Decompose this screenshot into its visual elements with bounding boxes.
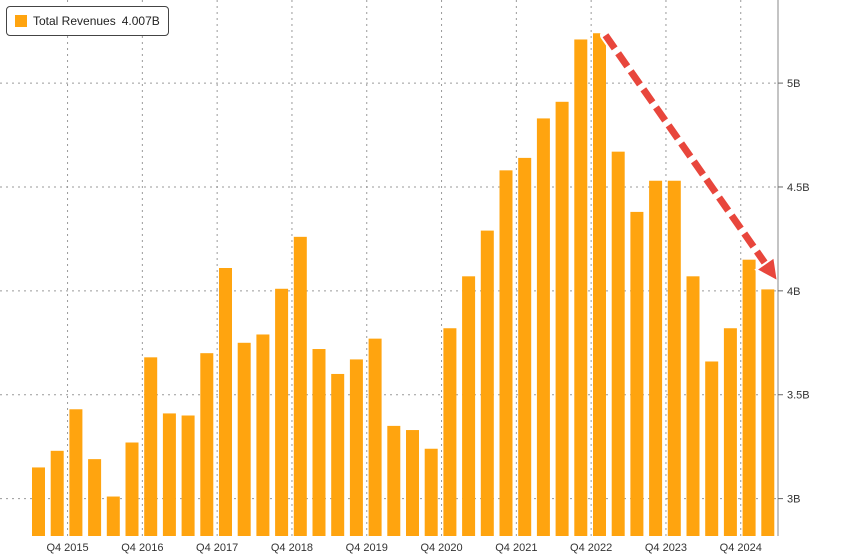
bar [555, 101, 569, 536]
bar [686, 276, 700, 536]
bar [443, 328, 457, 536]
bar [630, 211, 644, 536]
bar [499, 170, 513, 537]
y-tick-label: 4.5B [787, 182, 810, 194]
bar [88, 459, 102, 536]
bar [406, 430, 419, 536]
bars [32, 33, 775, 537]
bar [611, 151, 625, 536]
bar [723, 328, 737, 536]
bar [574, 39, 588, 536]
legend-value: 4.007B [121, 14, 160, 28]
bar [649, 180, 663, 536]
bar [518, 157, 532, 536]
bar [237, 342, 251, 536]
bar [106, 496, 120, 536]
bar [69, 409, 83, 536]
x-tick-label: Q4 2015 [46, 542, 88, 554]
y-tick-label: 3.5B [787, 390, 810, 402]
bar [349, 359, 363, 536]
legend-label: Total Revenues [33, 14, 116, 28]
bar [480, 230, 494, 536]
x-tick-label: Q4 2016 [121, 542, 163, 554]
bar [144, 357, 158, 536]
bar [162, 413, 176, 536]
bar [331, 373, 345, 536]
y-axis-ticks: 3B 3.5B 4B 4.5B 5B [778, 78, 810, 506]
x-tick-label: Q4 2023 [645, 542, 687, 554]
bar [536, 118, 550, 536]
bar [256, 334, 270, 536]
legend-swatch [15, 15, 27, 27]
bar [275, 288, 289, 536]
x-tick-label: Q4 2018 [271, 542, 313, 554]
bar [368, 338, 382, 536]
x-tick-label: Q4 2021 [495, 542, 537, 554]
x-axis-ticks: Q4 2015 Q4 2016 Q4 2017 Q4 2018 Q4 2019 Q4 20… [46, 542, 761, 554]
x-tick-label: Q4 2019 [346, 542, 388, 554]
x-tick-label: Q4 2020 [420, 542, 462, 554]
bar [667, 180, 681, 536]
bar [125, 442, 139, 536]
bar [462, 276, 476, 536]
bar [219, 268, 232, 536]
arrow-shaft [602, 33, 769, 266]
bar [742, 259, 756, 536]
bar [312, 349, 326, 536]
y-tick-label: 3B [787, 494, 800, 506]
bar [387, 425, 401, 536]
bar [761, 289, 775, 536]
bar [200, 353, 214, 536]
gridlines [0, 0, 778, 536]
x-tick-label: Q4 2022 [570, 542, 612, 554]
arrow-head [754, 255, 780, 284]
y-tick-label: 4B [787, 286, 800, 298]
x-tick-label: Q4 2024 [720, 542, 762, 554]
y-tick-label: 5B [787, 78, 800, 90]
bar [293, 236, 307, 536]
bar [50, 450, 64, 536]
bar [593, 33, 606, 537]
bar [424, 448, 438, 536]
legend: Total Revenues 4.007B [6, 6, 169, 36]
bar [181, 415, 195, 536]
x-tick-label: Q4 2017 [196, 542, 238, 554]
trend-arrow [600, 29, 780, 284]
bar [32, 467, 45, 536]
bar [705, 361, 719, 536]
